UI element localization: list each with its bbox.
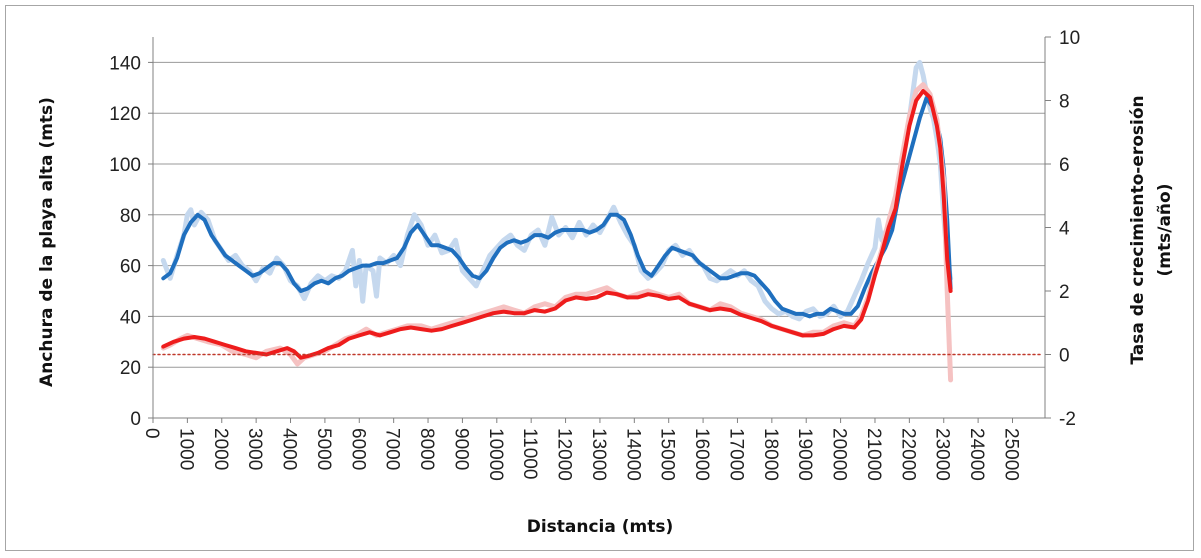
x-tick-label: 18000: [760, 428, 781, 481]
y2-tick-label: 2: [1059, 282, 1070, 303]
x-tick-label: 15000: [657, 428, 678, 481]
y-tick-label: 0: [130, 409, 141, 430]
x-tick-label: 21000: [863, 428, 884, 481]
data-series: [152, 59, 1041, 383]
x-tick-label: 17000: [725, 428, 746, 481]
y-tick-label: 100: [109, 155, 141, 176]
y-tick-label: 40: [120, 307, 141, 328]
series-left-raw-line: [160, 59, 954, 322]
x-tick-label: 9000: [450, 428, 471, 470]
y2-tick-label: 10: [1059, 28, 1080, 49]
y-tick-label: 80: [120, 206, 141, 227]
series-left-smooth-line: [161, 96, 953, 319]
x-tick-label: 16000: [691, 428, 712, 481]
x-tick-label: 11000: [519, 428, 540, 479]
x-tick-label: 0: [141, 428, 162, 439]
y2-tick-label: 4: [1059, 219, 1070, 240]
x-tick-label: 23000: [932, 428, 953, 481]
y2-tick-label: 6: [1059, 155, 1070, 176]
grid-lines: [153, 61, 1045, 368]
y2-tick-label: 0: [1059, 346, 1070, 367]
x-tick-label: 8000: [416, 428, 437, 470]
series-right-smooth-line: [161, 89, 953, 360]
x-tick-label: 5000: [313, 428, 334, 470]
y2-axis-title-line2: (mts/año): [1155, 184, 1175, 277]
axes: [148, 36, 1051, 423]
x-tick-label: 3000: [244, 428, 265, 470]
x-tick-label: 14000: [622, 428, 643, 481]
y-axis-title: Anchura de la playa alta (mts): [37, 97, 57, 387]
y-tick-label: 120: [109, 104, 141, 125]
x-tick-label: 10000: [485, 428, 506, 481]
x-tick-label: 6000: [347, 428, 368, 470]
x-tick-label: 19000: [794, 428, 815, 481]
y-tick-label: 20: [120, 358, 141, 379]
y2-tick-label: 8: [1059, 92, 1070, 113]
y-tick-label: 60: [120, 257, 141, 278]
x-tick-label: 24000: [966, 428, 987, 481]
y2-axis-title-line1: Tasa de crecimiento-erosión: [1128, 95, 1148, 364]
y-tick-label: 140: [109, 53, 141, 74]
x-tick-label: 2000: [210, 428, 231, 470]
x-tick-label: 1000: [175, 428, 196, 470]
x-tick-label: 4000: [279, 428, 300, 470]
x-tick-label: 12000: [554, 428, 575, 481]
x-tick-label: 13000: [588, 428, 609, 481]
x-tick-label: 25000: [1000, 428, 1021, 481]
y2-tick-label: -2: [1059, 409, 1076, 430]
x-axis-title: Distancia (mts): [527, 517, 674, 537]
x-tick-label: 22000: [897, 428, 918, 481]
chart-frame: [5, 5, 1194, 551]
x-tick-label: 20000: [829, 428, 850, 481]
x-tick-label: 7000: [382, 428, 403, 470]
